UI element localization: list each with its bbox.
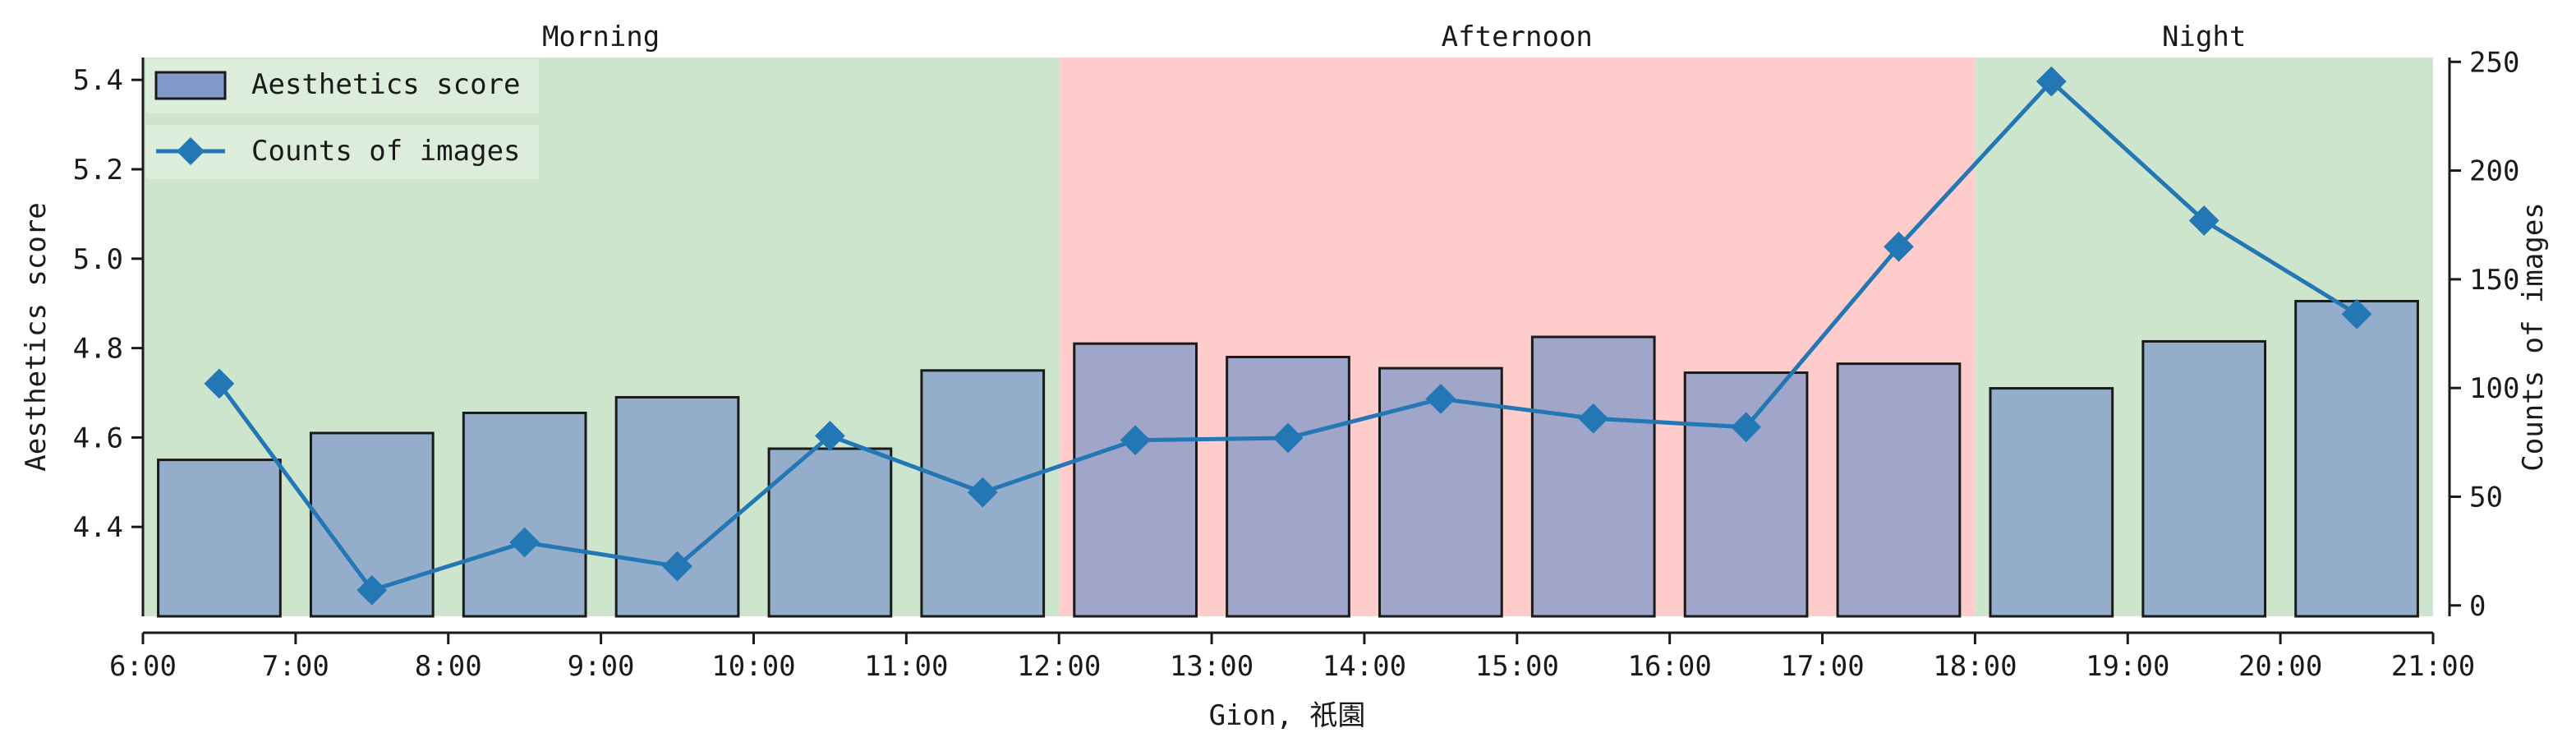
x-tick-label: 16:00 [1627, 650, 1711, 683]
line-point [509, 527, 540, 558]
x-tick-label: 10:00 [711, 650, 795, 683]
bar [157, 459, 282, 618]
x-tick-label: 20:00 [2238, 650, 2322, 683]
x-tick-label: 7:00 [262, 650, 329, 683]
x-tick-label: 19:00 [2086, 650, 2169, 683]
x-tick-label: 21:00 [2391, 650, 2475, 683]
bar [462, 411, 587, 618]
period-band-morning [143, 58, 1060, 616]
line-point [1425, 384, 1456, 414]
y-tick-label: 5.2 [73, 154, 123, 187]
legend-bar-label: Aesthetics score [251, 68, 521, 101]
bar [309, 431, 435, 618]
bar [2294, 299, 2419, 618]
y-axis-right: 0 50 100 150 200 250 [2448, 46, 2519, 623]
line-point [967, 477, 998, 508]
bar [1073, 342, 1198, 618]
line-point [2341, 298, 2372, 330]
bar [1989, 387, 2114, 618]
x-tick-label: 8:00 [415, 650, 482, 683]
x-tick-label: 11:00 [864, 650, 948, 683]
y2-tick-label: 150 [2469, 264, 2519, 297]
line-point [2036, 66, 2067, 97]
line-point [1272, 422, 1304, 454]
line-point [662, 551, 692, 582]
legend: Aesthetics score Counts of images [146, 59, 539, 179]
legend-line-label: Counts of images [251, 135, 521, 168]
y2-tick-label: 0 [2469, 590, 2486, 623]
period-label-afternoon: Afternoon [1442, 21, 1593, 53]
line-point [1120, 425, 1151, 456]
y-tick-label: 5.0 [73, 243, 123, 276]
line-point [1884, 231, 1914, 262]
y2-tick-label: 250 [2469, 46, 2519, 79]
y2-axis-title: Counts of images [2517, 202, 2550, 472]
x-tick-label: 14:00 [1322, 650, 1406, 683]
line-series [204, 66, 2372, 606]
y2-tick-label: 200 [2469, 155, 2519, 188]
bar [1530, 335, 1656, 618]
line-point [2188, 205, 2220, 236]
x-tick-label: 12:00 [1017, 650, 1101, 683]
line-point [815, 421, 845, 451]
line-point [356, 574, 388, 606]
line-point [1731, 412, 1761, 443]
x-tick-label: 17:00 [1780, 650, 1864, 683]
legend-bar-swatch [154, 71, 227, 100]
bar [614, 395, 740, 618]
line-point [1578, 403, 1609, 434]
y-axis-title: Aesthetics score [20, 202, 53, 472]
x-tick-label: 18:00 [1933, 650, 2017, 683]
bar [1836, 362, 1962, 618]
bar [767, 447, 893, 618]
period-labels: Morning Afternoon Night [542, 21, 2246, 53]
period-label-night: Night [2162, 21, 2246, 53]
y2-tick-label: 50 [2469, 481, 2503, 514]
legend-diamond-marker [177, 137, 205, 165]
y-tick-label: 4.8 [73, 333, 123, 366]
x-tick-label: 9:00 [568, 650, 635, 683]
bar [1683, 371, 1809, 618]
y-axis-left: 4.4 4.6 4.8 5.0 5.2 5.4 [73, 58, 145, 616]
x-tick-label: 13:00 [1170, 650, 1254, 683]
y2-tick-label: 100 [2469, 372, 2519, 405]
y-tick-label: 4.6 [73, 422, 123, 454]
y-tick-label: 4.4 [73, 511, 123, 544]
x-axis-title: Gion, 祇園 [1209, 699, 1366, 732]
x-tick-label: 15:00 [1475, 650, 1559, 683]
bar [2141, 339, 2267, 618]
bar [1226, 355, 1350, 618]
x-axis: 6:00 7:00 8:00 9:00 10:00 11:00 12:00 13:00 14:0… [109, 631, 2475, 683]
period-label-morning: Morning [542, 21, 660, 53]
x-tick-label: 6:00 [109, 650, 177, 683]
y-tick-label: 5.4 [73, 64, 123, 97]
